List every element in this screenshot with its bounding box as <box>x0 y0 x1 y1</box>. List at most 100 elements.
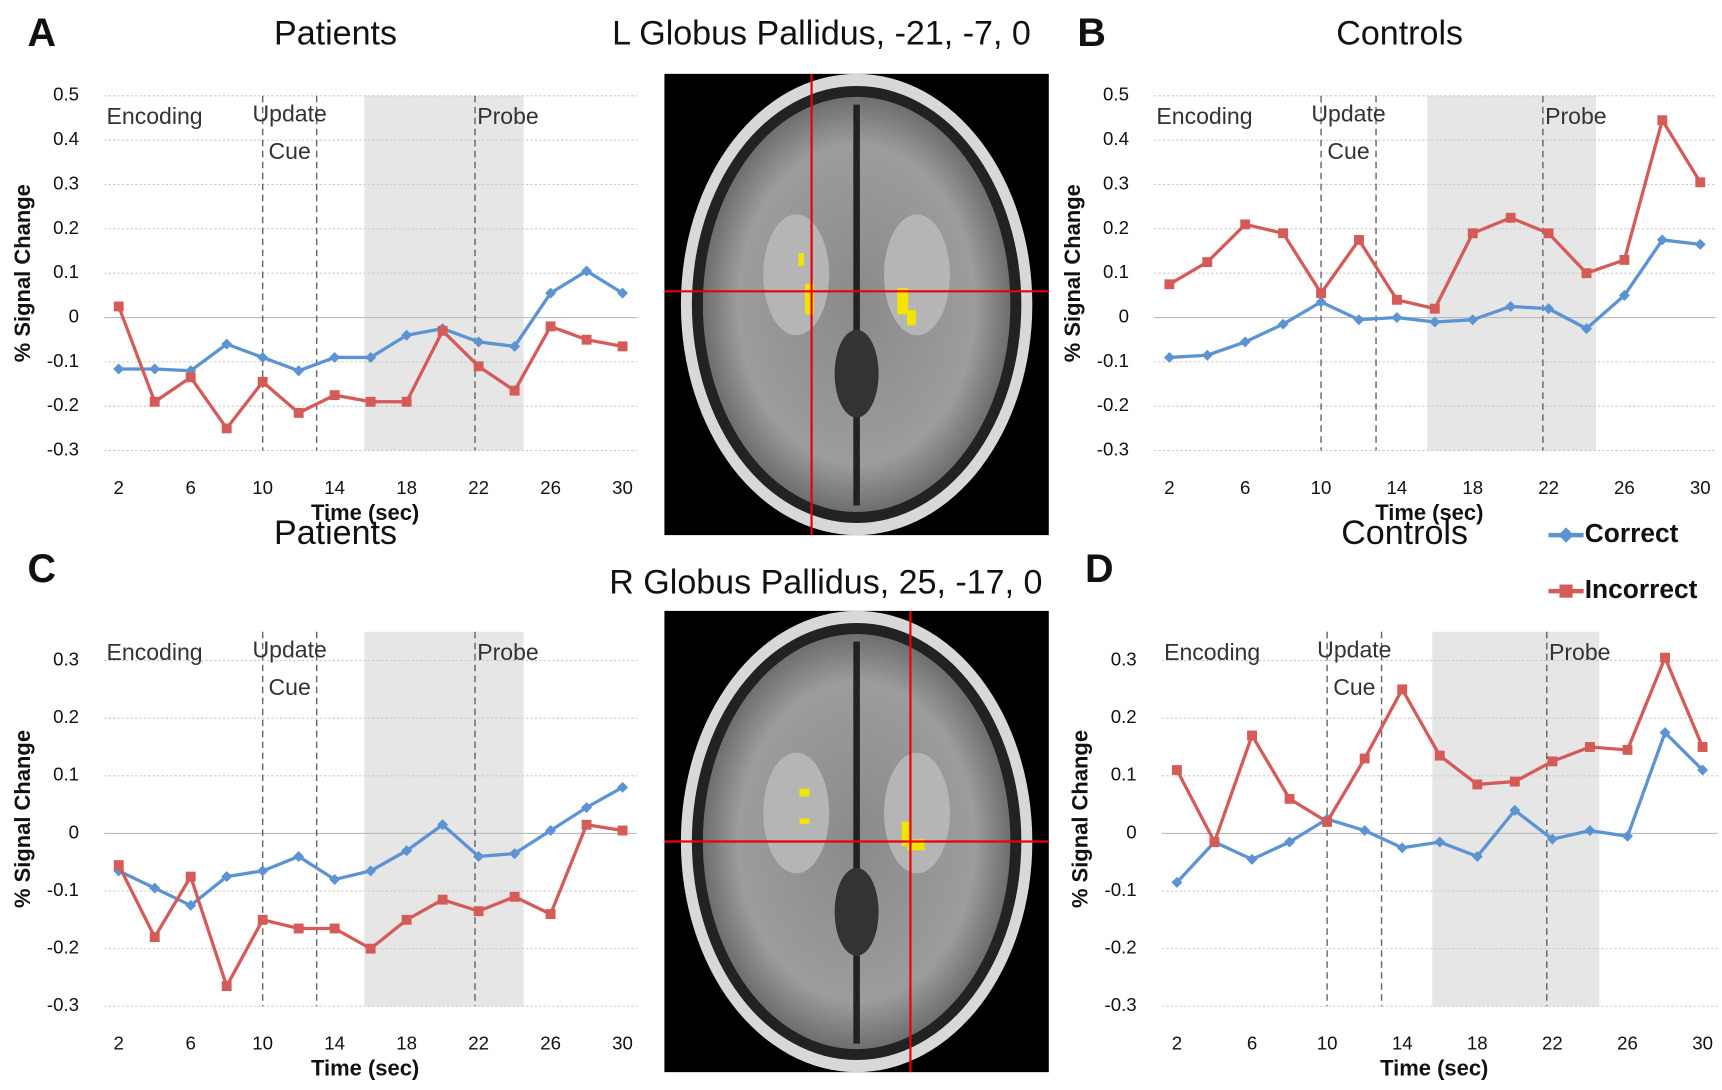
point <box>1164 279 1174 289</box>
point <box>330 390 340 400</box>
y-tick-label: 0 <box>1126 821 1136 842</box>
point <box>1359 825 1370 836</box>
y-tick-label: -0.3 <box>47 438 79 459</box>
point <box>1240 219 1250 229</box>
x-tick-label: 26 <box>540 1033 561 1054</box>
x-tick-label: 18 <box>1462 477 1483 498</box>
panel-letter: B <box>1077 11 1106 55</box>
point <box>1316 288 1326 298</box>
point <box>1397 684 1407 694</box>
point <box>1698 742 1708 752</box>
x-tick-label: 26 <box>540 477 561 498</box>
annotation: Encoding <box>1156 103 1252 129</box>
x-tick-label: 10 <box>252 1033 273 1054</box>
x-tick-label: 14 <box>1387 477 1408 498</box>
point <box>1435 751 1445 761</box>
annotation: Update <box>253 101 327 127</box>
y-tick-label: -0.2 <box>47 394 79 415</box>
y-tick-label: 0.3 <box>1111 648 1137 669</box>
annotation: Encoding <box>1164 639 1260 665</box>
legend-marker <box>1558 527 1573 542</box>
x-tick-label: 30 <box>612 1033 633 1054</box>
point <box>1210 837 1220 847</box>
point <box>1360 754 1370 764</box>
point <box>293 365 304 376</box>
legend-marker <box>1559 585 1572 598</box>
y-tick-label: -0.2 <box>47 937 79 958</box>
annotation: Update <box>1311 101 1385 127</box>
point <box>149 363 160 374</box>
point <box>222 981 232 991</box>
point <box>582 335 592 345</box>
y-tick-label: -0.3 <box>1104 994 1136 1015</box>
x-tick-label: 2 <box>1172 1033 1182 1054</box>
brain-image-bottom <box>664 611 1048 1072</box>
annotation: Probe <box>477 103 538 129</box>
point <box>546 321 556 331</box>
point <box>294 408 304 418</box>
y-tick-label: 0 <box>69 821 79 842</box>
point <box>222 423 232 433</box>
point <box>510 386 520 396</box>
shaded-region <box>1432 632 1599 1006</box>
point <box>1278 228 1288 238</box>
point <box>474 361 484 371</box>
y-tick-label: 0.5 <box>1103 84 1129 105</box>
point <box>1622 831 1633 842</box>
point <box>1472 779 1482 789</box>
figure: L Globus Pallidus, -21, -7, 0 R Globus P… <box>0 0 1722 1090</box>
y-tick-label: 0.4 <box>1103 128 1129 149</box>
point <box>1695 239 1706 250</box>
y-axis-title: % Signal Change <box>10 184 35 362</box>
x-tick-label: 22 <box>1542 1033 1563 1054</box>
y-tick-label: -0.1 <box>1104 879 1136 900</box>
point <box>1391 312 1402 323</box>
y-tick-label: -0.2 <box>1104 937 1136 958</box>
point <box>1468 228 1478 238</box>
x-tick-label: 10 <box>1311 477 1332 498</box>
legend-label: Correct <box>1585 518 1679 548</box>
x-tick-label: 6 <box>1240 477 1250 498</box>
point <box>1510 777 1520 787</box>
annotation: Probe <box>477 639 538 665</box>
point <box>1392 295 1402 305</box>
image-heading: R Globus Pallidus, 25, -17, 0 <box>609 564 1042 602</box>
point <box>257 352 268 363</box>
x-tick-label: 30 <box>1692 1033 1713 1054</box>
x-tick-label: 22 <box>468 477 489 498</box>
point <box>1172 765 1182 775</box>
chart-title: Controls <box>1341 514 1468 552</box>
y-tick-label: -0.1 <box>47 879 79 900</box>
chart-title: Controls <box>1336 14 1463 52</box>
point <box>1322 817 1332 827</box>
point <box>1544 228 1554 238</box>
point <box>1695 177 1705 187</box>
point <box>1353 314 1364 325</box>
y-tick-label: 0 <box>1119 305 1129 326</box>
y-tick-label: -0.3 <box>1097 438 1129 459</box>
y-tick-label: 0.3 <box>53 648 79 669</box>
point <box>1619 255 1629 265</box>
point <box>186 872 196 882</box>
point <box>186 372 196 382</box>
point <box>402 915 412 925</box>
point <box>1506 213 1516 223</box>
y-axis-title: % Signal Change <box>1060 184 1085 362</box>
point <box>258 377 268 387</box>
y-tick-label: 0.5 <box>53 84 79 105</box>
y-tick-label: -0.2 <box>1097 394 1129 415</box>
point <box>618 826 628 836</box>
panel-letter: A <box>27 11 56 55</box>
panel-letter: C <box>27 547 56 591</box>
point <box>150 397 160 407</box>
point <box>1247 731 1257 741</box>
x-tick-label: 14 <box>324 477 345 498</box>
point <box>438 895 448 905</box>
point <box>1430 304 1440 314</box>
y-tick-label: 0.3 <box>53 172 79 193</box>
x-tick-label: 6 <box>1247 1033 1257 1054</box>
y-tick-label: 0.2 <box>53 217 79 238</box>
y-tick-label: 0.1 <box>1103 261 1129 282</box>
point <box>366 397 376 407</box>
annotation: Cue <box>1333 674 1375 700</box>
